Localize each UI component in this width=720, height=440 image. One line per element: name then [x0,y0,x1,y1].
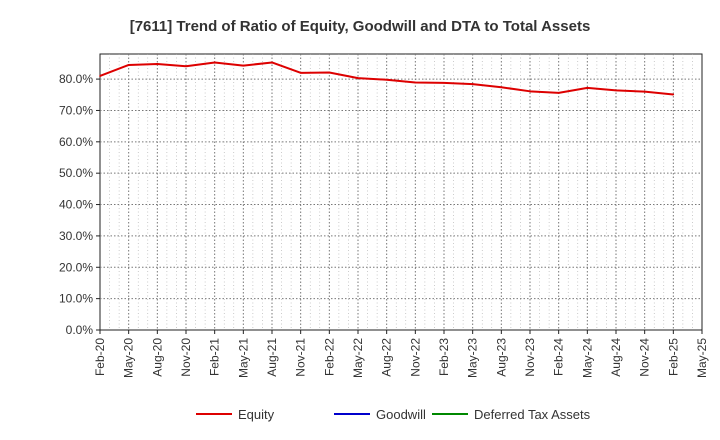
y-tick-label: 80.0% [59,72,93,86]
y-tick-label: 30.0% [59,229,93,243]
data-point [586,87,589,89]
x-tick-label: Aug-23 [494,338,508,377]
data-point [615,89,617,92]
data-point [127,64,130,66]
x-tick-label: Nov-20 [179,338,193,377]
chart-title: [7611] Trend of Ratio of Equity, Goodwil… [130,18,591,35]
y-tick-label: 70.0% [59,103,93,117]
data-point [500,86,503,89]
x-tick-label: Nov-23 [523,338,537,377]
data-point [471,83,474,85]
data-point [271,61,273,64]
legend-label: Goodwill [376,407,426,422]
grid [100,54,702,330]
y-tick-label: 20.0% [59,260,93,274]
data-point [185,65,187,68]
data-point [99,75,101,77]
x-tick-label: Aug-24 [609,338,623,377]
x-tick-label: Aug-20 [150,338,164,377]
legend-label: Deferred Tax Assets [474,407,591,422]
x-tick-label: Feb-23 [437,338,451,376]
y-tick-label: 50.0% [59,166,93,180]
x-tick-label: May-24 [580,338,594,378]
x-tick-label: Aug-22 [380,338,394,377]
x-axis: Feb-20 May-20 Aug-20 Nov-20 Feb-21 May-21 Aug-… [93,330,709,378]
series-layer [99,61,675,96]
y-tick-label: 10.0% [59,292,93,306]
legend: Equity Goodwill Deferred Tax Assets [196,407,591,422]
x-tick-label: May-21 [236,338,250,378]
data-point [385,78,388,81]
data-point [328,71,331,74]
x-tick-label: Feb-21 [208,338,222,376]
x-tick-label: Feb-22 [322,338,336,376]
x-tick-label: Nov-24 [638,338,652,377]
x-tick-label: Nov-22 [408,338,422,377]
legend-label: Equity [238,407,275,422]
x-tick-label: May-25 [695,338,709,378]
x-tick-label: Nov-21 [294,338,308,377]
x-tick-label: Feb-20 [93,338,107,376]
x-tick-label: May-22 [351,338,365,378]
data-point [414,81,417,84]
data-point [557,92,560,94]
data-point [242,64,245,67]
data-point [672,93,675,96]
x-tick-label: Feb-24 [552,338,566,376]
data-point [156,63,159,65]
data-point [213,61,216,64]
y-tick-label: 40.0% [59,198,93,212]
plot-area [99,53,703,331]
data-point [299,72,302,74]
y-tick-label: 0.0% [66,323,94,337]
y-tick-label: 60.0% [59,135,93,149]
y-axis: 0.0% 10.0% 20.0% 30.0% 40.0% 50.0% 60.0% 70.0% 8… [59,72,100,337]
data-point [643,90,646,93]
data-point [357,77,359,79]
x-tick-label: May-20 [122,338,136,378]
data-point [443,82,445,84]
x-tick-label: May-23 [466,338,480,378]
data-point [529,90,531,93]
x-tick-label: Aug-21 [265,338,279,377]
x-tick-label: Feb-25 [666,338,680,376]
